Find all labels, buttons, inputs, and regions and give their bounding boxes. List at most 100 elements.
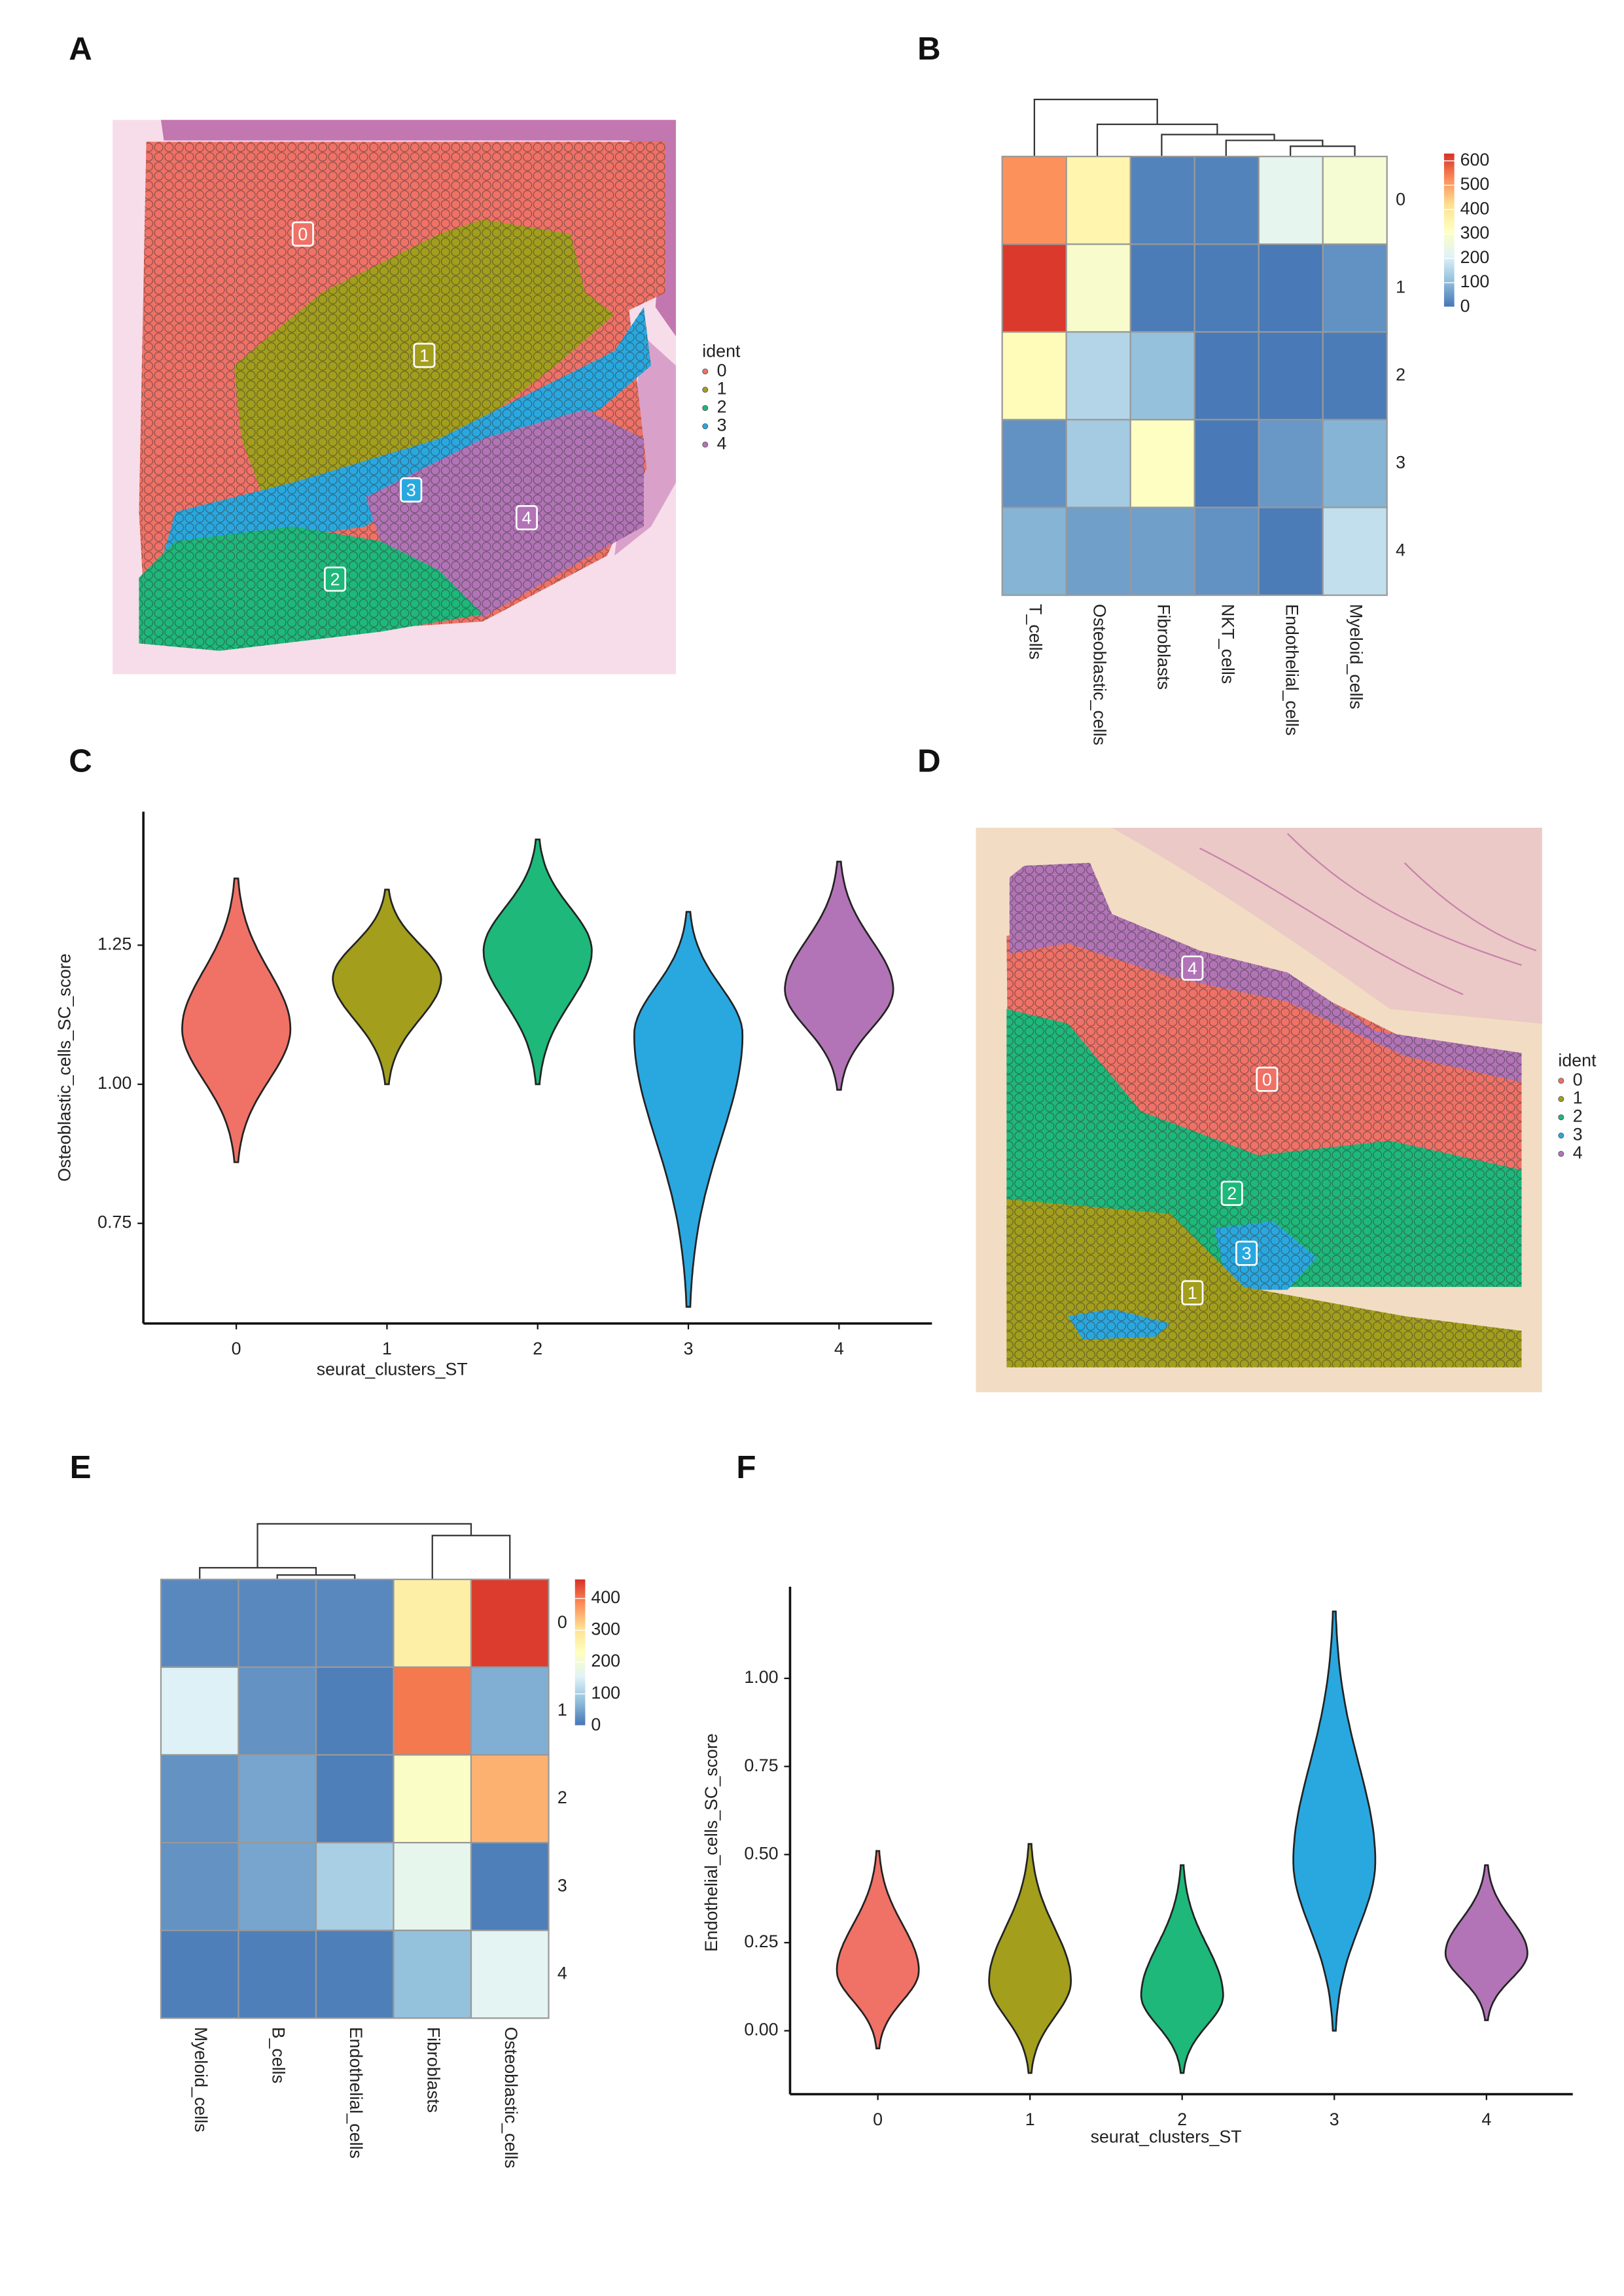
violin: [482, 838, 593, 1086]
heatmap-cell: [238, 1930, 317, 2019]
legend-dot: [1558, 1078, 1564, 1084]
heatmap-cell: [393, 1666, 472, 1756]
row-label: 4: [1396, 540, 1405, 560]
legend-label: 0: [717, 361, 727, 380]
x-axis-title: seurat_clusters_ST: [1091, 2127, 1242, 2147]
x-tick-label: 2: [1177, 2110, 1187, 2129]
legend-dot: [702, 423, 709, 429]
heatmap-cell: [1065, 419, 1131, 508]
x-axis-title: seurat_clusters_ST: [317, 1359, 468, 1379]
heatmap-cell: [1001, 156, 1067, 245]
spot-overlay: [366, 409, 644, 618]
cluster-label: 3: [406, 480, 416, 500]
heatmap-cell: [1258, 331, 1324, 421]
x-tick-label: 0: [873, 2110, 883, 2129]
cluster-label: 2: [330, 569, 340, 589]
heatmap-cell: [1322, 243, 1388, 333]
colorbar-tick-label: 300: [591, 1619, 620, 1639]
violin: [784, 860, 894, 1091]
y-tick-label: 0.25: [744, 1932, 778, 1951]
heatmap-cell: [1129, 331, 1195, 421]
heatmap-cell: [393, 1930, 472, 2019]
x-tick-label: 3: [1330, 2110, 1339, 2129]
heatmap-cell: [160, 1842, 239, 1932]
heatmap-cell: [1065, 156, 1131, 245]
heatmap-cell: [1258, 156, 1324, 245]
heatmap-cell: [1193, 331, 1260, 421]
colorbar-tick-label: 100: [591, 1683, 620, 1703]
y-tick-label: 0.00: [744, 2020, 778, 2040]
dendrogram: [256, 1523, 472, 1568]
panel-letter: C: [69, 743, 92, 779]
legend-label: 0: [1573, 1070, 1583, 1089]
heatmap-cell: [1129, 243, 1195, 333]
heatmap-cell: [1322, 156, 1388, 245]
dendrogram: [1033, 98, 1158, 157]
column-label: Osteoblastic_cells: [1090, 604, 1110, 745]
x-tick-label: 0: [232, 1339, 241, 1358]
heatmap-cell: [1193, 243, 1260, 333]
legend-dot: [1558, 1096, 1564, 1103]
heatmap-cell: [470, 1754, 550, 1844]
legend-label: 3: [1573, 1125, 1583, 1144]
violin: [181, 877, 292, 1163]
heatmap-cell: [1129, 156, 1195, 245]
legend-dot: [1558, 1114, 1564, 1121]
spot-overlay: [1214, 1221, 1317, 1290]
cluster-label: 0: [1262, 1070, 1272, 1089]
violin: [1444, 1864, 1528, 2021]
cluster-label-box: [291, 221, 314, 247]
colorbar-tick-label: 200: [1460, 247, 1490, 267]
x-tick-label: 1: [1025, 2110, 1035, 2129]
legend-label: 2: [1573, 1106, 1583, 1126]
y-axis-title: Osteoblastic_cells_SC_score: [55, 953, 75, 1182]
heatmap-cell: [1258, 506, 1324, 596]
column-label: NKT_cells: [1218, 604, 1238, 684]
heatmap-cell: [470, 1666, 550, 1756]
colorbar-tick-label: 400: [591, 1587, 620, 1607]
violin: [836, 1850, 920, 2049]
cluster-label-box: [1181, 1280, 1204, 1305]
panel-letter: F: [736, 1449, 756, 1485]
violin: [1292, 1610, 1377, 2032]
colorbar-tick-label: 0: [1460, 296, 1470, 315]
heatmap-cell: [1129, 419, 1195, 508]
heatmap-cell: [393, 1754, 472, 1844]
heatmap-cell: [1129, 506, 1195, 596]
cluster-label-box: [324, 566, 347, 592]
row-label: 2: [1396, 364, 1405, 384]
legend-dot: [702, 441, 709, 448]
legend-label: 1: [1573, 1088, 1583, 1108]
column-label: Osteoblastic_cells: [501, 2027, 521, 2168]
colorbar-tick-label: 100: [1460, 272, 1490, 291]
panel-letter: E: [70, 1449, 92, 1485]
cluster-label-box: [1220, 1180, 1243, 1207]
cluster-label-box: [1181, 955, 1204, 981]
row-label: 0: [1396, 189, 1405, 209]
legend-dot: [1558, 1150, 1564, 1157]
heatmap-cell: [315, 1754, 395, 1844]
heatmap-cell: [315, 1666, 395, 1756]
cluster-label: 3: [1242, 1244, 1252, 1263]
heatmap-cell: [1322, 419, 1388, 508]
violin: [633, 911, 744, 1308]
column-label: Myeloid_cells: [191, 2027, 211, 2132]
heatmap-cell: [1258, 419, 1324, 508]
row-label: 2: [557, 1788, 567, 1807]
y-tick-label: 0.75: [744, 1756, 778, 1775]
panel-letter: D: [917, 743, 941, 779]
legend-dot: [1558, 1133, 1564, 1139]
y-tick-label: 1.00: [744, 1667, 778, 1687]
violin: [1140, 1864, 1224, 2074]
heatmap-cell: [1193, 419, 1260, 508]
x-tick-label: 4: [834, 1339, 844, 1358]
cluster-label: 4: [522, 508, 532, 528]
heatmap-cell: [238, 1754, 317, 1844]
legend-title: ident: [702, 342, 741, 361]
colorbar-tick-label: 300: [1460, 223, 1490, 243]
x-tick-label: 4: [1481, 2110, 1491, 2129]
heatmap-cell: [160, 1754, 239, 1844]
y-tick-label: 1.25: [97, 934, 132, 954]
heatmap-cell: [1322, 331, 1388, 421]
